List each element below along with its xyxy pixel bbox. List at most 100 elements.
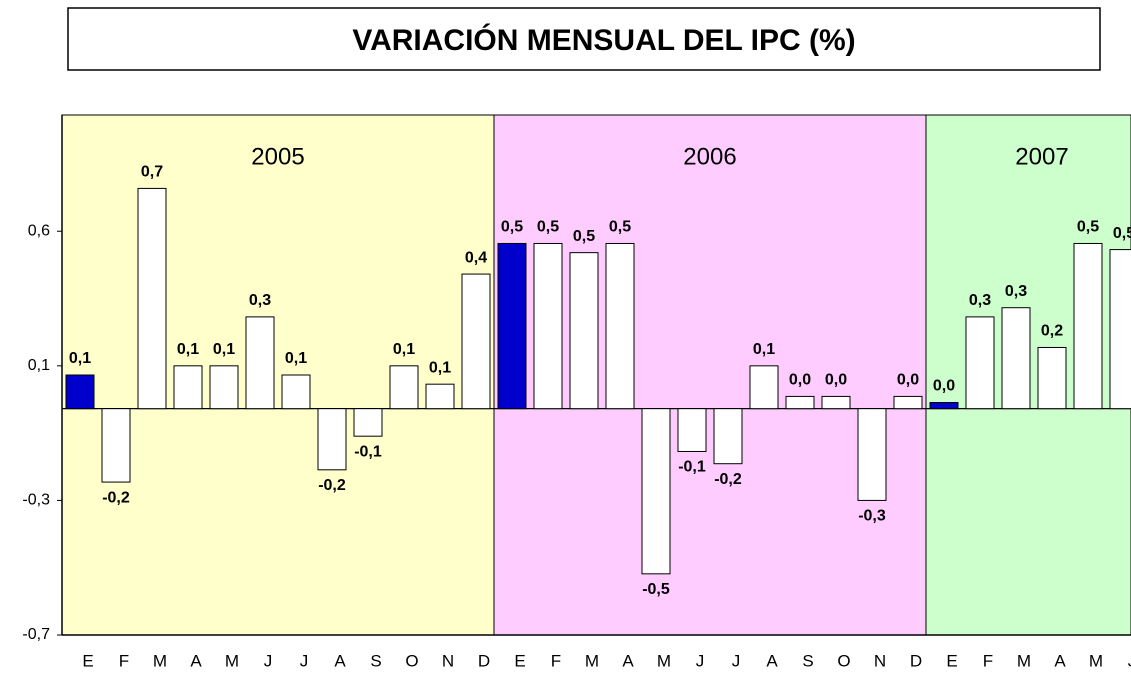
- y-tick-label: 0,6: [28, 222, 50, 239]
- x-tick-label: D: [478, 651, 490, 670]
- bar: [569, 252, 599, 410]
- value-label: 0,0: [789, 372, 811, 389]
- x-tick-label: F: [551, 651, 561, 670]
- year-label: 2006: [683, 143, 736, 170]
- x-tick-label: D: [910, 651, 922, 670]
- bar: [389, 365, 419, 410]
- value-label: 0,3: [969, 292, 991, 309]
- x-tick-label: M: [153, 651, 167, 670]
- value-label: 0,5: [1077, 219, 1099, 236]
- bar: [857, 408, 887, 501]
- bar: [821, 395, 851, 410]
- bar: [281, 374, 311, 410]
- bar: [785, 395, 815, 410]
- x-tick-label: M: [225, 651, 239, 670]
- x-tick-label: N: [874, 651, 886, 670]
- bar: [965, 316, 995, 410]
- chart-title: VARIACIÓN MENSUAL DEL IPC (%): [352, 23, 855, 57]
- x-tick-label: M: [1017, 651, 1031, 670]
- x-tick-label: J: [696, 651, 705, 670]
- x-tick-label: M: [657, 651, 671, 670]
- value-label: 0,0: [933, 378, 955, 395]
- value-label: 0,3: [249, 292, 271, 309]
- value-label: 0,5: [573, 228, 595, 245]
- x-tick-label: E: [82, 651, 93, 670]
- x-tick-label: F: [119, 651, 129, 670]
- bar: [893, 395, 923, 410]
- x-tick-label: S: [370, 651, 381, 670]
- year-section: [61, 114, 495, 636]
- bar: [65, 374, 95, 410]
- x-tick-label: A: [766, 651, 778, 670]
- y-tick-label: 0,1: [28, 357, 50, 374]
- value-label: 0,1: [429, 359, 451, 376]
- value-label: 0,1: [285, 350, 307, 367]
- bar: [749, 365, 779, 410]
- x-tick-label: J: [300, 651, 309, 670]
- year-label: 2005: [251, 143, 304, 170]
- bar: [533, 242, 563, 410]
- bar: [497, 242, 527, 410]
- value-label: 0,0: [897, 372, 919, 389]
- value-label: 0,0: [825, 372, 847, 389]
- value-label: 0,7: [141, 164, 163, 181]
- value-label: 0,4: [465, 249, 487, 266]
- value-label: -0,1: [354, 443, 382, 460]
- value-label: -0,3: [858, 508, 886, 525]
- bar: [101, 408, 131, 483]
- x-tick-label: M: [1089, 651, 1103, 670]
- x-tick-label: N: [442, 651, 454, 670]
- bar: [641, 408, 671, 575]
- value-label: 0,5: [609, 219, 631, 236]
- y-tick-label: -0,3: [22, 492, 50, 509]
- x-tick-label: O: [837, 651, 850, 670]
- bar: [137, 187, 167, 410]
- bar: [245, 316, 275, 410]
- value-label: 0,5: [537, 219, 559, 236]
- value-label: 0,3: [1005, 283, 1027, 300]
- value-label: 0,2: [1041, 323, 1063, 340]
- x-tick-label: A: [334, 651, 346, 670]
- x-tick-label: E: [946, 651, 957, 670]
- bar: [1073, 242, 1103, 410]
- value-label: 0,5: [1113, 225, 1131, 242]
- x-tick-label: A: [190, 651, 202, 670]
- x-tick-label: F: [983, 651, 993, 670]
- bar: [317, 408, 347, 471]
- x-tick-label: J: [1128, 651, 1131, 670]
- x-tick-label: E: [514, 651, 525, 670]
- bar: [173, 365, 203, 410]
- title-box: [67, 7, 1101, 71]
- bar: [605, 242, 635, 410]
- value-label: -0,5: [642, 581, 670, 598]
- x-tick-label: O: [405, 651, 418, 670]
- x-tick-label: J: [732, 651, 741, 670]
- bar: [713, 408, 743, 465]
- value-label: 0,5: [501, 219, 523, 236]
- y-tick-label: -0,7: [22, 626, 50, 643]
- bar: [1001, 307, 1031, 410]
- value-label: -0,2: [714, 471, 742, 488]
- value-label: -0,2: [102, 489, 130, 506]
- bar: [209, 365, 239, 410]
- bar: [1109, 249, 1131, 410]
- value-label: 0,1: [69, 350, 91, 367]
- bar: [929, 402, 959, 410]
- bar: [1037, 346, 1067, 410]
- x-tick-label: A: [622, 651, 634, 670]
- bar: [677, 408, 707, 452]
- value-label: 0,1: [393, 341, 415, 358]
- year-label: 2007: [1015, 143, 1068, 170]
- x-tick-label: S: [802, 651, 813, 670]
- value-label: 0,1: [753, 341, 775, 358]
- value-label: -0,2: [318, 477, 346, 494]
- value-label: 0,1: [213, 341, 235, 358]
- value-label: -0,1: [678, 459, 706, 476]
- bar: [461, 273, 491, 410]
- bar: [425, 383, 455, 410]
- x-tick-label: M: [585, 651, 599, 670]
- year-section: [493, 114, 927, 636]
- x-tick-label: J: [264, 651, 273, 670]
- x-tick-label: A: [1054, 651, 1066, 670]
